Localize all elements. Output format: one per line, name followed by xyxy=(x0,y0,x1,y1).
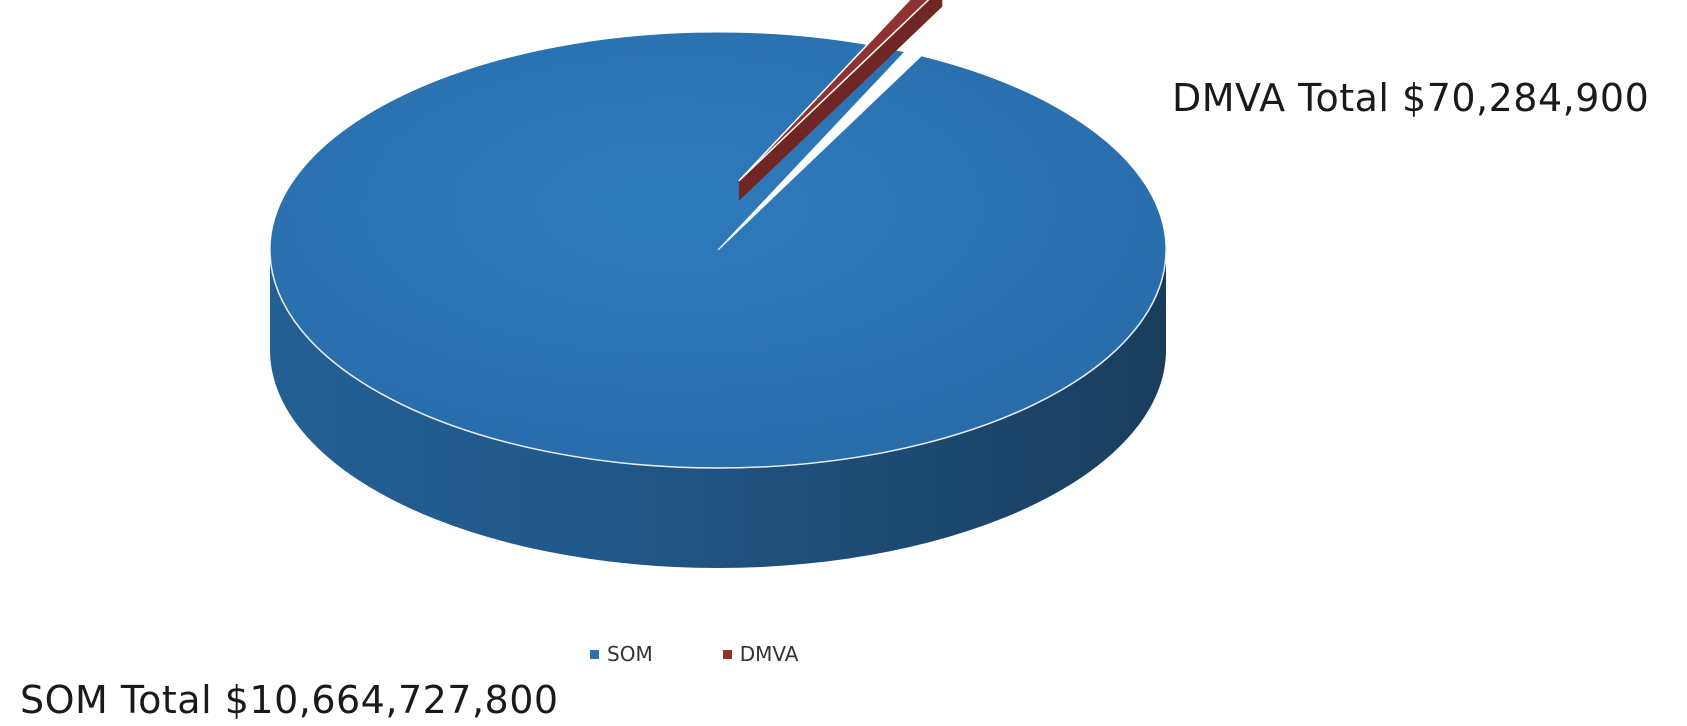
legend-swatch-som xyxy=(590,649,599,659)
pie-top-face xyxy=(269,31,1167,469)
slice-wall-dmva xyxy=(738,0,943,201)
dmva-exploded-slice xyxy=(738,0,943,201)
chart-legend: SOM DMVA xyxy=(590,642,798,666)
dmva-total-label: DMVA Total $70,284,900 xyxy=(1172,76,1650,120)
side-wall-som xyxy=(270,250,1166,568)
som-total-label: SOM Total $10,664,727,800 xyxy=(20,678,559,722)
slice-dmva[interactable] xyxy=(738,0,942,182)
legend-item-som[interactable]: SOM xyxy=(590,642,653,666)
legend-label-dmva: DMVA xyxy=(739,642,799,666)
legend-swatch-dmva xyxy=(722,649,732,659)
pie-rim-highlight xyxy=(269,249,1167,469)
slice-som[interactable] xyxy=(269,31,1167,469)
pie-side-wall xyxy=(270,250,1166,568)
legend-label-som: SOM xyxy=(607,642,653,666)
legend-item-dmva[interactable]: DMVA xyxy=(722,642,799,666)
